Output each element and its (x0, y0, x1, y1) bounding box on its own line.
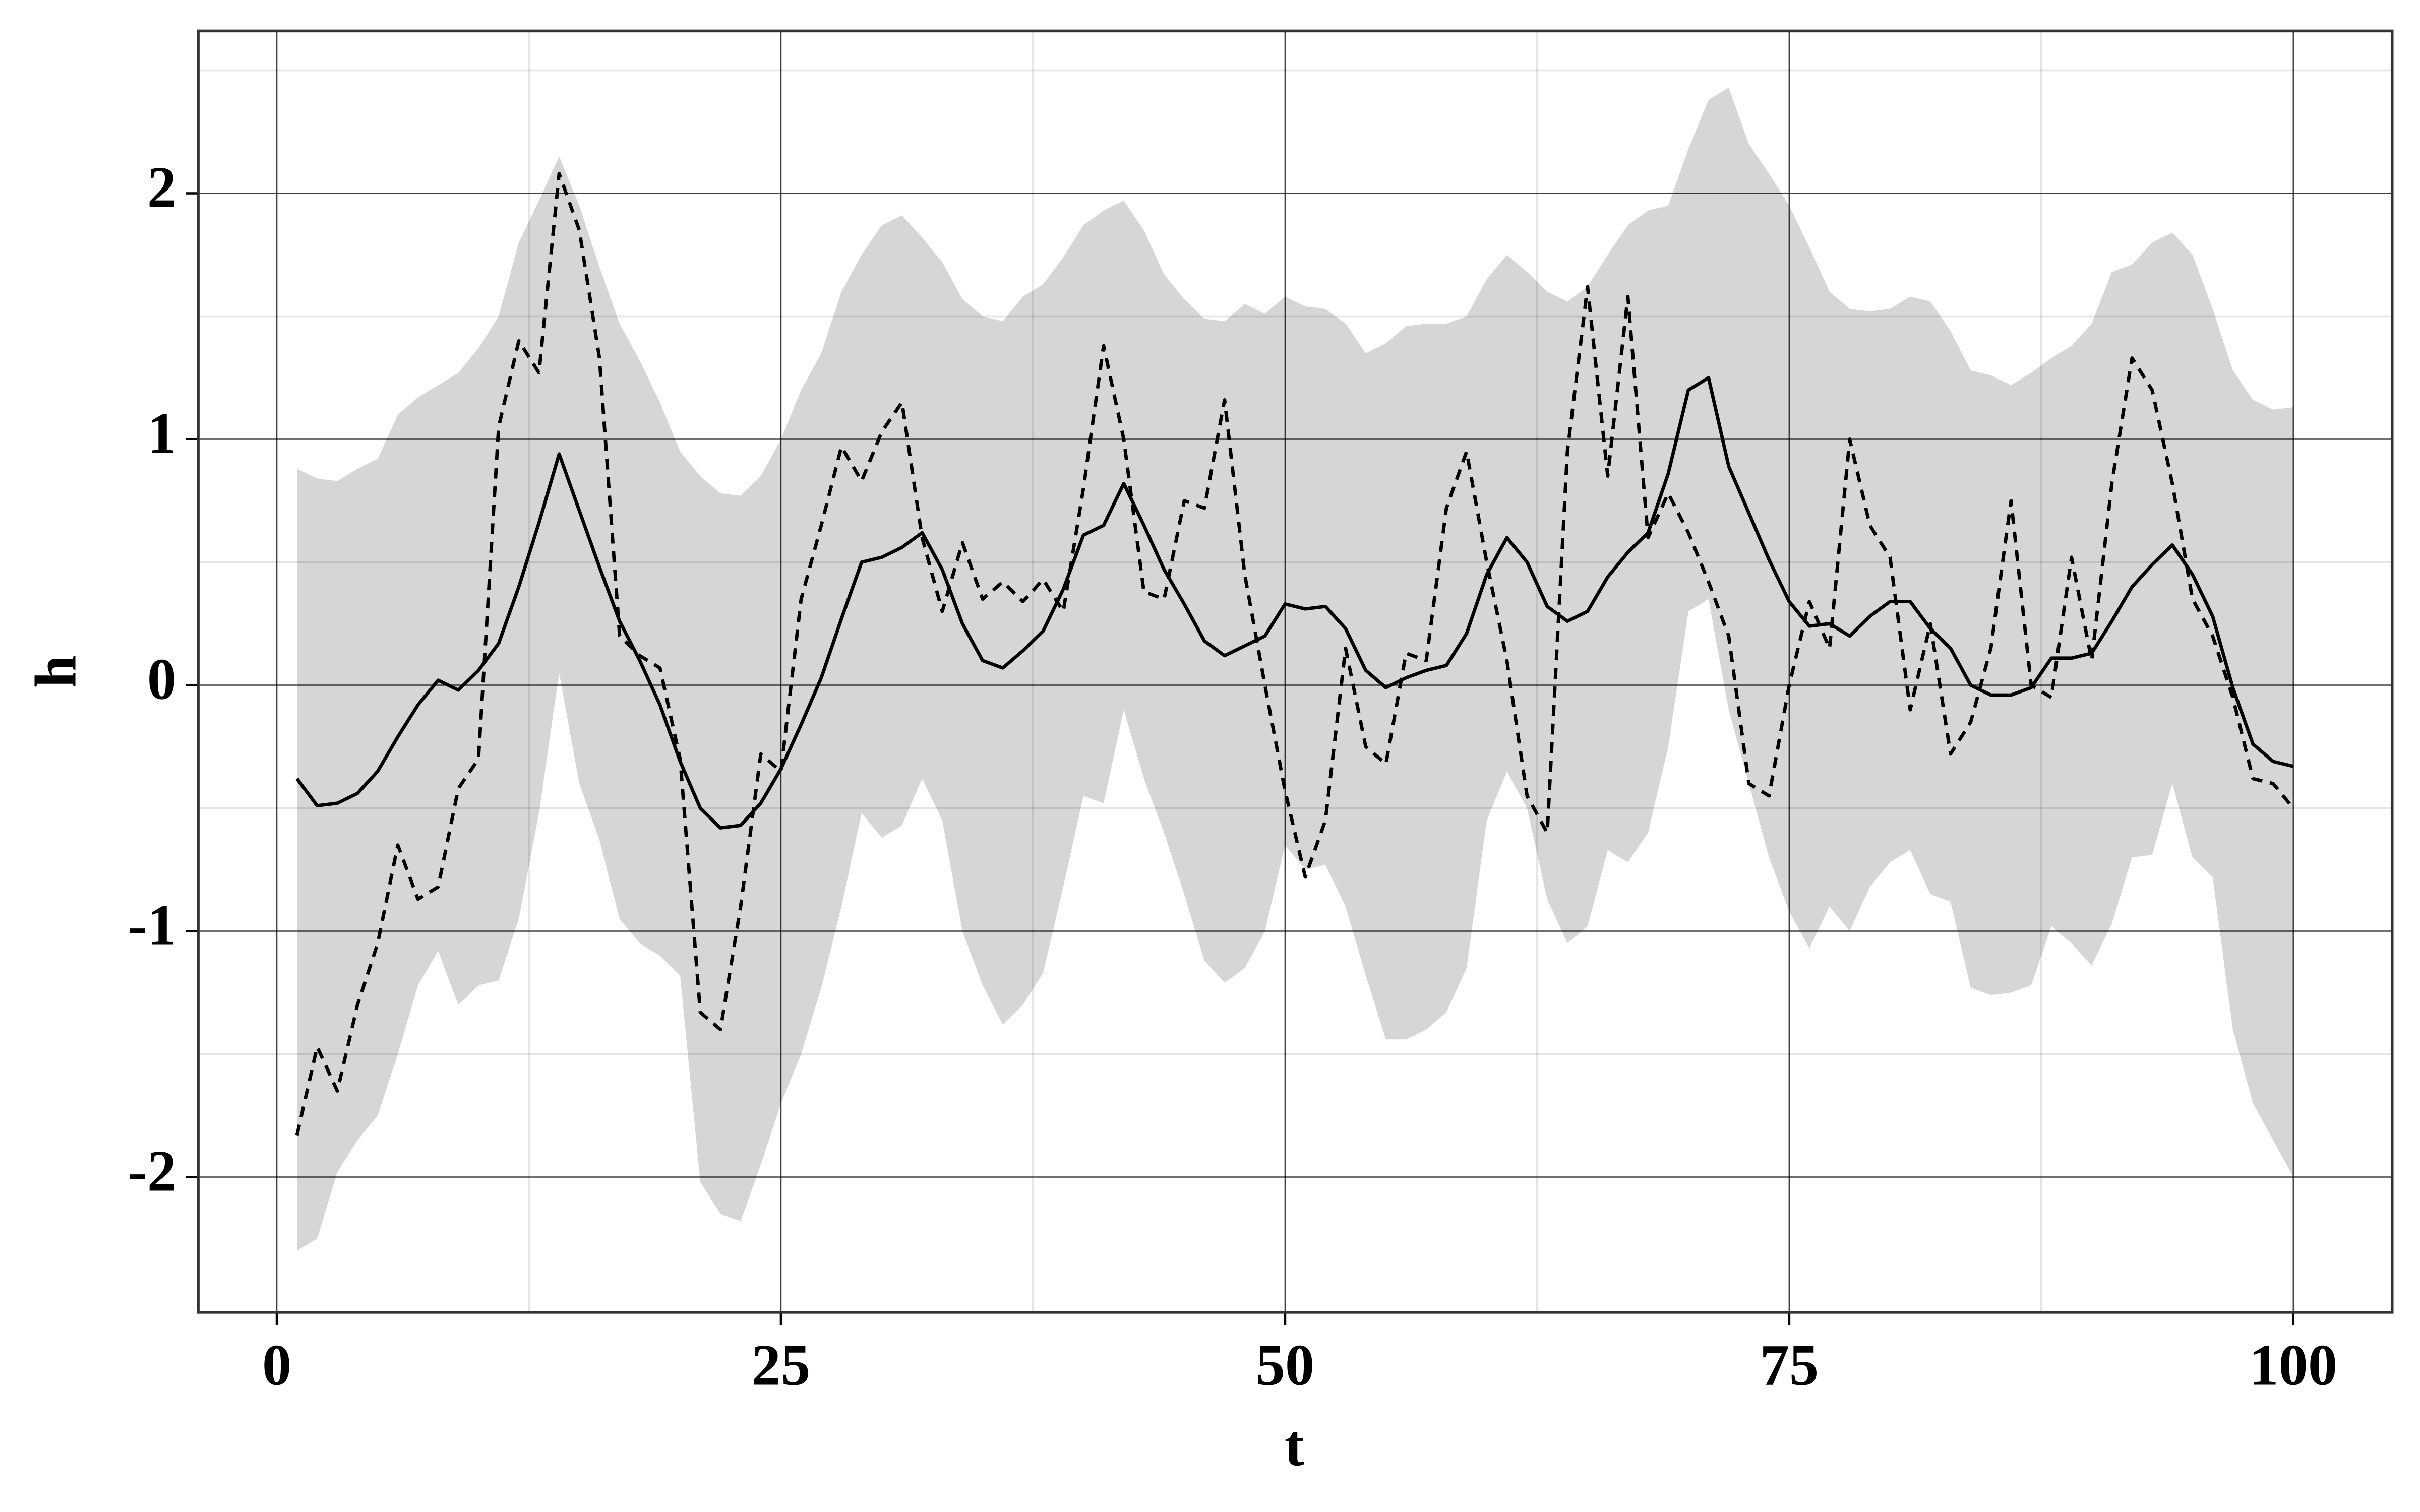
x-axis-label: t (1285, 1413, 1304, 1478)
solid-line (295, 376, 2294, 830)
x-tick-label: 25 (752, 1333, 811, 1398)
y-tick-label: 1 (147, 401, 176, 466)
y-tick-label: 2 (147, 155, 176, 220)
x-tick-label: 100 (2249, 1333, 2337, 1398)
y-tick-label: 0 (147, 647, 176, 712)
y-tick-label: -1 (128, 893, 176, 958)
y-axis-label: h (24, 655, 89, 688)
x-tick-label: 50 (1256, 1333, 1315, 1398)
x-tick-label: 75 (1760, 1333, 1819, 1398)
dashed-line (295, 172, 2295, 1136)
confidence-band (297, 87, 2293, 1251)
x-tick-label: 0 (262, 1333, 291, 1398)
y-tick-label: -2 (128, 1139, 176, 1204)
plot-frame (197, 29, 2394, 1314)
